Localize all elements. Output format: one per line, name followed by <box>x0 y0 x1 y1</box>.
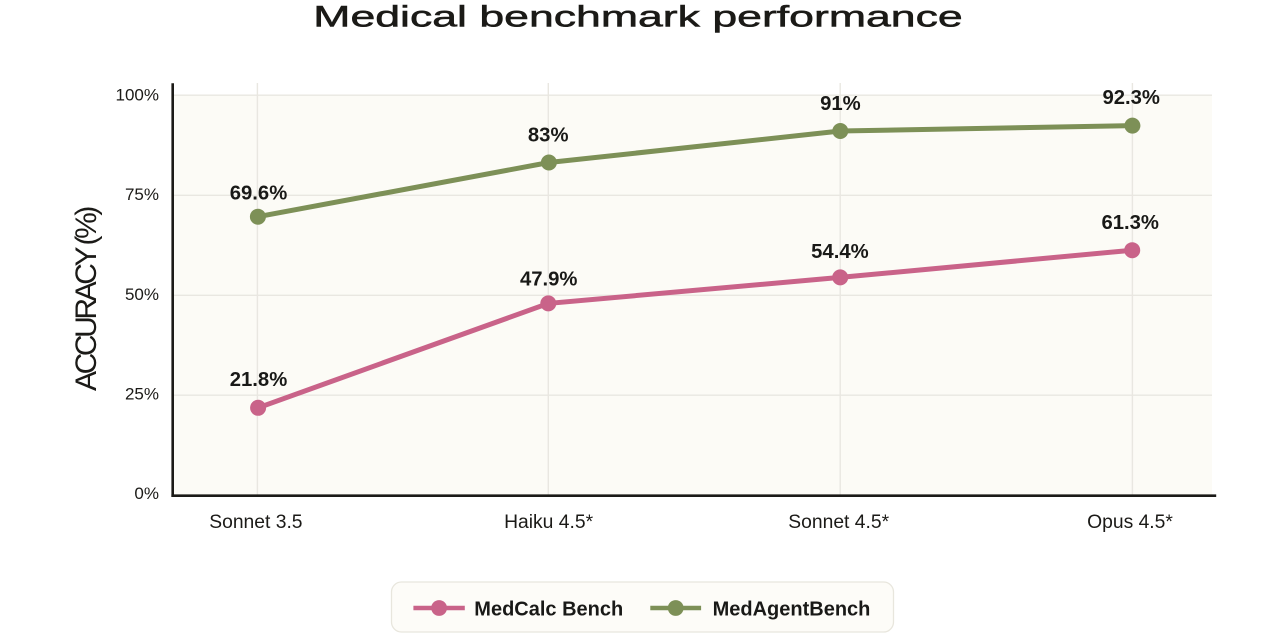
svg-text:MedAgentBench: MedAgentBench <box>713 598 871 620</box>
svg-text:Haiku 4.5*: Haiku 4.5* <box>504 512 593 533</box>
svg-text:83%: 83% <box>528 125 569 147</box>
svg-text:0%: 0% <box>134 484 159 503</box>
svg-text:Sonnet 4.5*: Sonnet 4.5* <box>788 512 889 533</box>
svg-text:25%: 25% <box>125 385 159 404</box>
svg-text:50%: 50% <box>125 285 159 304</box>
svg-text:61.3%: 61.3% <box>1101 212 1159 234</box>
svg-text:MedCalc Bench: MedCalc Bench <box>474 598 623 620</box>
svg-text:Medical benchmark performance: Medical benchmark performance <box>313 1 962 34</box>
svg-text:Sonnet 3.5: Sonnet 3.5 <box>209 512 302 533</box>
svg-text:100%: 100% <box>116 86 159 105</box>
svg-text:ACCURACY (%): ACCURACY (%) <box>70 207 103 391</box>
svg-text:69.6%: 69.6% <box>230 183 288 205</box>
svg-text:92.3%: 92.3% <box>1102 87 1160 109</box>
svg-text:47.9%: 47.9% <box>520 268 578 290</box>
svg-text:21.8%: 21.8% <box>230 369 288 391</box>
svg-text:75%: 75% <box>125 185 159 204</box>
svg-text:54.4%: 54.4% <box>811 241 869 263</box>
svg-text:91%: 91% <box>820 93 861 115</box>
svg-text:Opus 4.5*: Opus 4.5* <box>1087 512 1173 533</box>
